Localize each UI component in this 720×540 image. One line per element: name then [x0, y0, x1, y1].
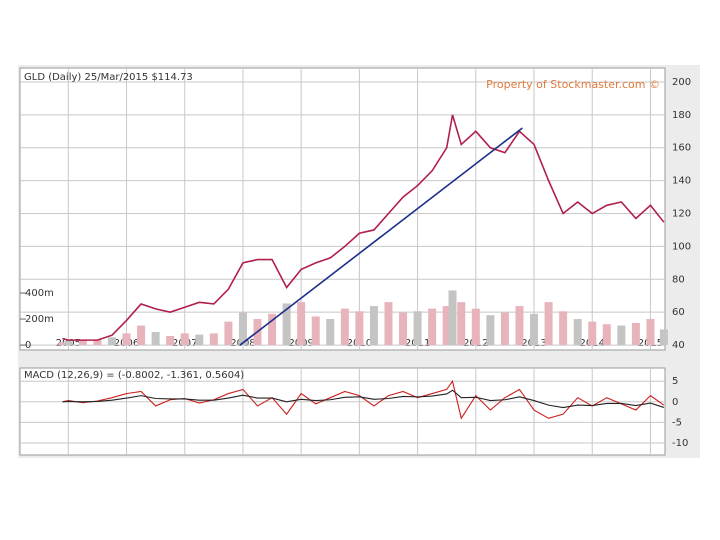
y-tick-label: 200: [672, 77, 691, 88]
volume-bar: [448, 290, 457, 346]
volume-bar: [340, 308, 349, 346]
volume-bar: [355, 311, 364, 346]
volume-bar: [471, 308, 480, 346]
volume-bar: [268, 313, 277, 346]
volume-tick-label: 0: [25, 340, 31, 351]
volume-bar: [122, 333, 131, 346]
volume-bar: [602, 324, 611, 346]
y-tick-label: 0: [672, 397, 678, 408]
volume-tick-label: 400m: [25, 288, 54, 299]
volume-bar: [282, 303, 291, 346]
volume-bar: [399, 312, 408, 346]
volume-bar: [209, 333, 218, 346]
volume-bar: [442, 306, 451, 346]
volume-bar: [180, 333, 189, 346]
volume-bar: [486, 315, 495, 346]
volume-bar: [195, 334, 204, 346]
volume-bar: [151, 332, 160, 346]
plot-layer: 2005200620072008200920102011201220132014…: [20, 68, 691, 455]
y-tick-label: 140: [672, 176, 691, 187]
trendline: [239, 127, 523, 346]
macd-title: MACD (12,26,9) = (-0.8002, -1.361, 0.560…: [24, 370, 244, 381]
volume-bar: [107, 337, 116, 346]
volume-bar: [93, 339, 102, 346]
y-tick-label: 60: [672, 307, 685, 318]
volume-bar: [224, 321, 233, 346]
volume-bar: [166, 335, 175, 346]
y-tick-label: 100: [672, 241, 691, 252]
volume-bar: [559, 311, 568, 346]
volume-bar: [530, 313, 539, 346]
volume-bar: [457, 302, 466, 346]
volume-tick-label: 200m: [25, 314, 54, 325]
watermark: Property of Stockmaster.com ©: [486, 78, 660, 91]
volume-bar: [500, 312, 509, 346]
volume-bar: [646, 319, 655, 346]
volume-bar: [78, 340, 87, 346]
volume-bar: [137, 325, 146, 346]
volume-bar: [384, 302, 393, 346]
y-tick-label: -5: [672, 417, 682, 428]
y-tick-label: 180: [672, 110, 691, 121]
y-tick-label: -10: [672, 438, 688, 449]
volume-bar: [544, 302, 553, 346]
volume-bar: [58, 342, 67, 346]
volume-bar: [238, 312, 247, 346]
y-tick-label: 5: [672, 376, 678, 387]
macd-panel: [19, 367, 666, 456]
macd-line: [62, 389, 665, 409]
y-tick-label: 40: [672, 340, 685, 351]
y-tick-label: 120: [672, 209, 691, 220]
volume-bar: [659, 329, 668, 346]
volume-bar: [369, 306, 378, 346]
volume-bar: [573, 319, 582, 346]
volume-bar: [326, 319, 335, 346]
volume-bar: [515, 306, 524, 346]
y-tick-label: 80: [672, 274, 685, 285]
volume-bar: [617, 325, 626, 346]
y-tick-label: 160: [672, 143, 691, 154]
macd-line: [62, 379, 665, 420]
volume-bar: [311, 316, 320, 346]
volume-bar: [631, 322, 640, 346]
volume-bar: [297, 302, 306, 346]
chart-title: GLD (Daily) 25/Mar/2015 $114.73: [24, 72, 193, 83]
volume-bar: [588, 321, 597, 346]
volume-bar: [413, 311, 422, 346]
price-line: [62, 114, 665, 341]
volume-bar: [64, 341, 73, 346]
volume-bar: [428, 308, 437, 346]
